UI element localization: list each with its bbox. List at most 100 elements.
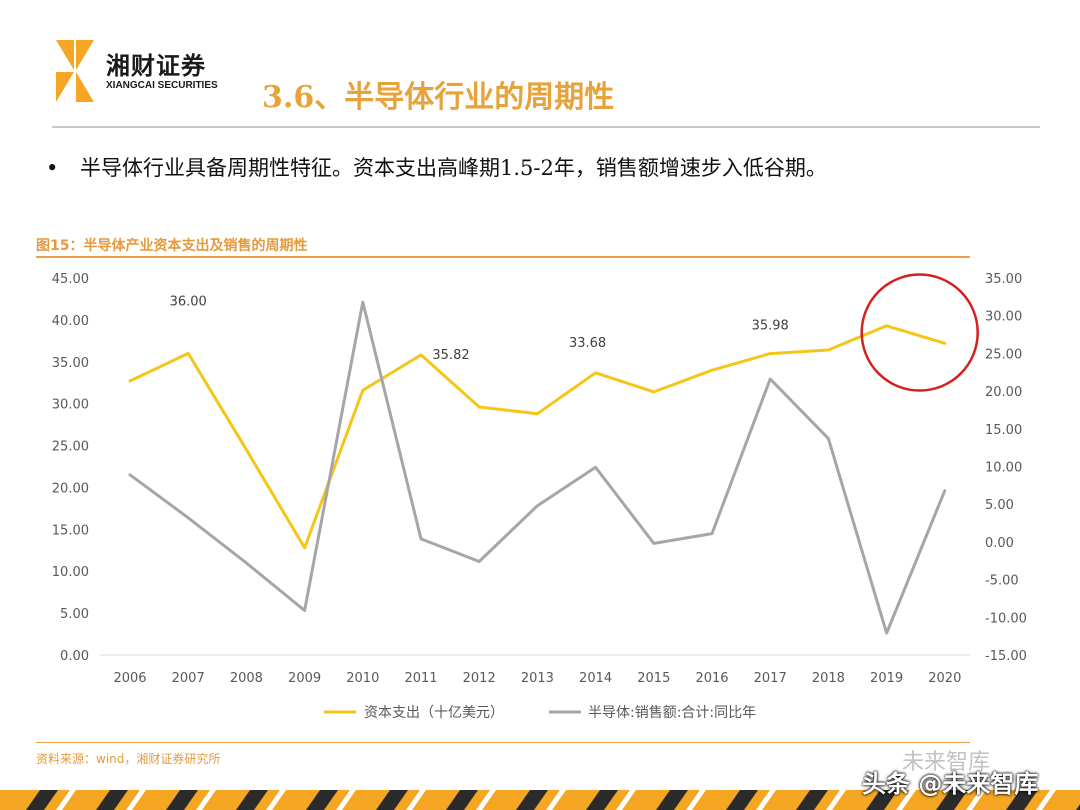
bullet-point: • 半导体行业具备周期性特征。资本支出高峰期1.5-2年，销售额增速步入低谷期。 (46, 152, 827, 182)
capex-point (187, 352, 190, 355)
x-tick-label: 2019 (870, 671, 903, 686)
sales-growth-point (129, 473, 132, 476)
sales-growth-point (303, 609, 306, 612)
sales-growth-point (361, 301, 364, 304)
y-right-tick-label: 15.00 (985, 423, 1022, 438)
x-tick-label: 2011 (404, 671, 437, 686)
legend-label-sales: 半导体:销售额:合计:同比年 (588, 705, 756, 721)
band-stripe (1036, 790, 1056, 810)
band-stripe (1006, 790, 1038, 810)
logo-chinese-name: 湘财证券 (106, 52, 206, 80)
capex-series-line (128, 324, 947, 550)
capex-point (478, 406, 481, 409)
sales-growth-series-line (128, 300, 947, 635)
band-stripe (866, 790, 898, 810)
band-stripe (616, 790, 636, 810)
title-divider (52, 126, 1040, 128)
band-stripe (586, 790, 618, 810)
sales-growth-point (594, 466, 597, 469)
data-label: 33.68 (569, 336, 606, 351)
capex-point (129, 380, 132, 383)
y-right-tick-label: -15.00 (985, 649, 1027, 664)
data-label: 35.82 (432, 348, 469, 363)
capex-point (827, 349, 830, 352)
x-tick-label: 2008 (230, 671, 263, 686)
capex-point (652, 390, 655, 393)
band-stripe (1076, 804, 1080, 810)
logo-english-name: XIANGCAI SECURITIES (106, 80, 218, 91)
band-stripe (26, 790, 58, 810)
band-stripe (96, 790, 128, 810)
band-stripe (516, 790, 548, 810)
band-stripe (726, 790, 758, 810)
bullet-text: 半导体行业具备周期性特征。资本支出高峰期1.5-2年，销售额增速步入低谷期。 (80, 156, 827, 180)
y-left-tick-label: 15.00 (52, 523, 89, 538)
y-left-tick-label: 20.00 (52, 481, 89, 496)
band-stripe (896, 790, 916, 810)
band-stripe (236, 790, 268, 810)
band-stripe (196, 790, 216, 810)
capex-point (536, 412, 539, 415)
capex-point (420, 353, 423, 356)
band-stripe (336, 790, 356, 810)
y-left-tick-label: 30.00 (52, 398, 89, 413)
capex-point (594, 371, 597, 374)
sales-growth-point (245, 562, 248, 565)
band-stripe (406, 790, 426, 810)
data-label: 35.98 (752, 319, 789, 334)
capex-point (711, 369, 714, 372)
watermark-top: 未来智库 (902, 750, 991, 775)
x-tick-label: 2006 (113, 671, 146, 686)
y-right-tick-label: -5.00 (985, 574, 1019, 589)
sales-growth-point (943, 489, 946, 492)
x-tick-label: 2017 (754, 671, 787, 686)
y-right-tick-label: 5.00 (985, 498, 1014, 513)
sales-growth-point (536, 504, 539, 507)
capex-point (245, 448, 248, 451)
y-right-tick-label: 0.00 (985, 536, 1014, 551)
band-stripe (376, 790, 408, 810)
sales-growth-point (478, 560, 481, 563)
y-left-tick-label: 40.00 (52, 314, 89, 329)
data-label: 36.00 (170, 294, 207, 309)
sales-growth-point (420, 537, 423, 540)
band-stripe (446, 790, 478, 810)
y-right-tick-label: 30.00 (985, 310, 1022, 325)
x-tick-label: 2013 (521, 671, 554, 686)
sales-growth-point (885, 632, 888, 635)
x-tick-label: 2018 (812, 671, 845, 686)
x-tick-label: 2016 (695, 671, 728, 686)
y-right-tick-label: 35.00 (985, 272, 1022, 287)
band-stripe (266, 790, 286, 810)
band-stripe (686, 790, 706, 810)
figure-caption-divider (36, 256, 970, 258)
x-tick-label: 2010 (346, 671, 379, 686)
band-stripe (936, 790, 968, 810)
legend-label-capex: 资本支出（十亿美元） (364, 705, 504, 721)
capex-point (303, 546, 306, 549)
band-stripe (796, 790, 828, 810)
capex-point (769, 352, 772, 355)
sales-growth-point (711, 532, 714, 535)
capex-point (361, 389, 364, 392)
band-stripe (126, 790, 146, 810)
decorative-bottom-band (0, 790, 1080, 810)
x-tick-label: 2007 (172, 671, 205, 686)
band-stripe (826, 790, 846, 810)
company-logo: 湘财证券 XIANGCAI SECURITIES (52, 36, 252, 106)
sales-growth-point (827, 437, 830, 440)
band-stripe (476, 790, 496, 810)
band-stripe (166, 790, 198, 810)
sales-growth-point (187, 516, 190, 519)
band-stripe (546, 790, 566, 810)
watermark-bottom: 头条 @未来智库 (862, 770, 1039, 798)
x-tick-label: 2012 (463, 671, 496, 686)
y-right-tick-label: 10.00 (985, 461, 1022, 476)
logo-mark-icon (56, 40, 94, 102)
x-tick-label: 2020 (928, 671, 961, 686)
capex-point (885, 324, 888, 327)
x-tick-label: 2015 (637, 671, 670, 686)
slide-title: 3.6、半导体行业的周期性 (262, 80, 615, 115)
x-tick-label: 2009 (288, 671, 321, 686)
capex-point (943, 342, 946, 345)
